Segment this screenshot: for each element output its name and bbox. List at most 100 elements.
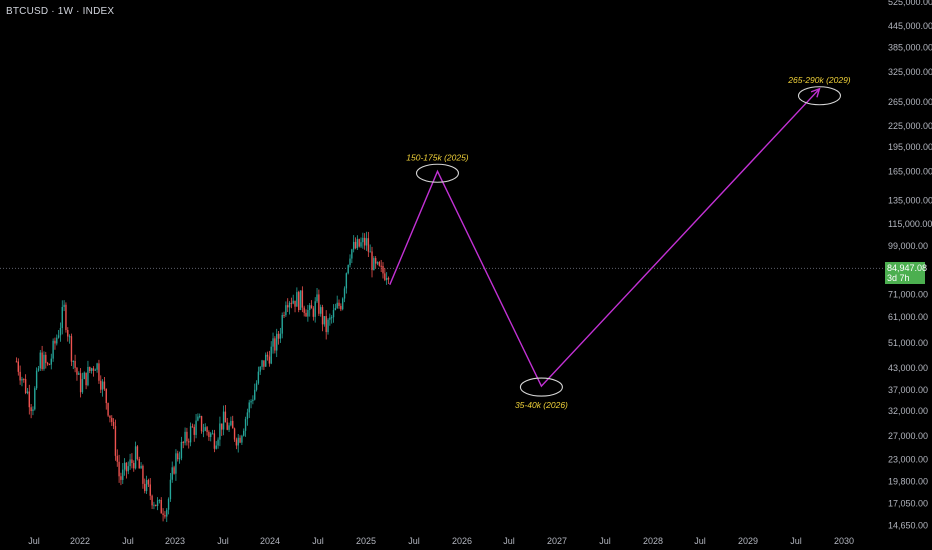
candle-body	[268, 356, 271, 364]
candle-body	[351, 249, 353, 259]
candle-body	[109, 415, 111, 418]
candle-body	[173, 467, 175, 474]
candle-body	[312, 308, 315, 317]
candle-body	[54, 340, 56, 344]
candle-body	[336, 302, 338, 309]
x-tick-label: 2027	[547, 536, 567, 546]
candle-body	[24, 379, 27, 393]
candle-body	[134, 446, 137, 469]
candle-body	[287, 305, 289, 308]
candle-body	[292, 300, 294, 304]
candle-body	[380, 265, 382, 267]
y-tick-label: 135,000.00	[888, 196, 932, 206]
x-tick-label: Jul	[408, 536, 420, 546]
candle-body	[129, 459, 131, 467]
candle-body	[96, 363, 98, 370]
candle-body	[246, 412, 249, 420]
candle-body	[149, 484, 151, 496]
candle-body	[112, 421, 115, 427]
candle-body	[144, 483, 146, 492]
candle-body	[347, 264, 349, 274]
y-tick-label: 225,000.00	[888, 121, 932, 131]
candle-body	[239, 437, 241, 443]
candle-body	[89, 366, 91, 371]
candle-body	[237, 437, 239, 446]
candle-body	[303, 307, 305, 313]
candle-body	[330, 317, 333, 319]
candle-body	[228, 425, 230, 430]
candle-body	[92, 368, 95, 371]
candle-body	[123, 462, 126, 470]
annotation-label: 265-290k (2029)	[787, 75, 851, 85]
candle-body	[125, 462, 128, 472]
candle-body	[387, 277, 390, 280]
candle-body	[352, 241, 355, 250]
chart-title: BTCUSD · 1W · INDEX	[6, 6, 115, 17]
y-tick-label: 99,000.00	[888, 241, 928, 251]
y-tick-label: 61,000.00	[888, 312, 928, 322]
candle-body	[356, 239, 359, 249]
y-tick-label: 14,650.00	[888, 521, 928, 531]
candle-body	[200, 416, 203, 432]
y-tick-label: 19,800.00	[888, 476, 928, 486]
x-tick-label: 2024	[260, 536, 280, 546]
candle-body	[362, 237, 364, 243]
target-ellipse	[415, 163, 460, 183]
candle-body	[15, 361, 18, 363]
candle-body	[360, 242, 362, 247]
x-tick-label: Jul	[694, 536, 706, 546]
candle-body	[57, 335, 60, 338]
candle-body	[111, 417, 113, 422]
candle-body	[345, 273, 348, 289]
y-tick-label: 195,000.00	[888, 142, 932, 152]
candle-body	[45, 354, 47, 363]
candle-body	[308, 305, 311, 311]
candle-body	[46, 362, 49, 365]
y-tick-label: 325,000.00	[888, 67, 932, 77]
candle-body	[376, 262, 379, 264]
candle-body	[266, 354, 269, 357]
candle-body	[133, 463, 135, 469]
candle-body	[321, 307, 324, 325]
candle-body	[224, 411, 227, 423]
candle-body	[319, 307, 322, 314]
candle-body	[138, 459, 140, 469]
candle-body	[116, 455, 118, 462]
candle-body	[155, 504, 157, 506]
candle-body	[270, 346, 272, 364]
candle-body	[147, 480, 150, 485]
candle-body	[373, 258, 375, 271]
candle-body	[367, 238, 370, 252]
candle-body	[195, 420, 197, 435]
candle-body	[98, 363, 100, 381]
y-tick-label: 23,000.00	[888, 455, 928, 465]
candle-body	[100, 380, 102, 390]
candle-body	[276, 333, 278, 351]
candle-body	[37, 368, 40, 371]
candle-body	[298, 292, 300, 311]
candle-body	[105, 388, 107, 404]
y-tick-label: 165,000.00	[888, 166, 932, 176]
candle-body	[188, 441, 190, 443]
forecast-path	[389, 88, 821, 388]
candle-body	[243, 430, 245, 436]
candle-body	[142, 465, 144, 484]
candle-body	[329, 317, 331, 320]
candle-body	[257, 371, 260, 384]
candle-body	[261, 360, 263, 367]
candle-body	[193, 427, 195, 435]
candle-body	[158, 499, 161, 501]
candle-body	[118, 461, 120, 477]
candle-body	[215, 445, 217, 449]
x-tick-label: 2025	[356, 536, 376, 546]
candle-body	[28, 391, 30, 408]
candle-body	[341, 298, 344, 310]
x-tick-label: 2023	[165, 536, 185, 546]
candle-body	[23, 378, 25, 380]
candle-body	[385, 277, 388, 280]
candle-body	[202, 430, 205, 432]
candle-body	[277, 333, 280, 339]
candle-body	[327, 319, 329, 333]
candle-body	[279, 333, 282, 339]
